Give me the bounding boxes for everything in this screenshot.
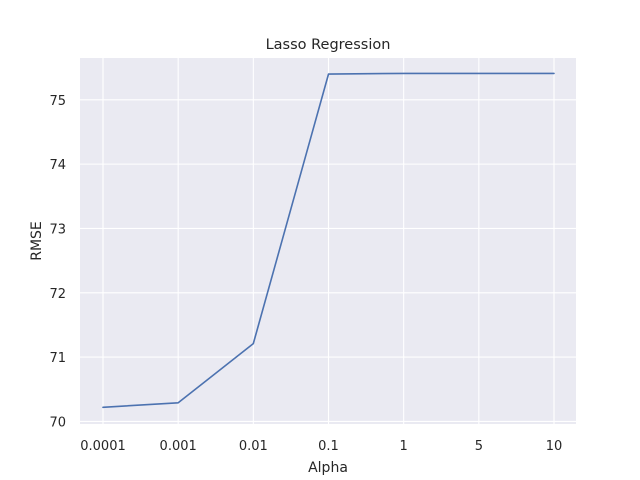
x-tick-label: 5: [475, 439, 483, 454]
y-tick-label: 72: [49, 287, 66, 302]
y-tick-label: 73: [49, 222, 66, 237]
x-tick-label: 0.001: [160, 439, 197, 454]
x-tick-label: 0.01: [239, 439, 268, 454]
series-layer: [102, 72, 555, 409]
grid: [80, 58, 576, 424]
x-tick-labels: 0.0001 0.001 0.01 0.1 1 5 10: [80, 439, 562, 454]
y-tick-label: 74: [49, 158, 66, 173]
x-tick-label: 10: [546, 439, 563, 454]
chart-title: Lasso Regression: [266, 37, 391, 53]
y-tick-label: 75: [49, 94, 66, 109]
x-tick-label: 0.1: [318, 439, 339, 454]
x-tick-label: 0.0001: [80, 439, 126, 454]
y-tick-labels: 70 71 72 73 74 75: [49, 94, 66, 431]
series-line: [102, 72, 555, 409]
y-tick-label: 71: [49, 351, 66, 366]
y-axis-title: RMSE: [29, 221, 45, 261]
x-tick-label: 1: [400, 439, 408, 454]
x-axis-title: Alpha: [308, 460, 348, 476]
y-tick-label: 70: [49, 415, 66, 430]
